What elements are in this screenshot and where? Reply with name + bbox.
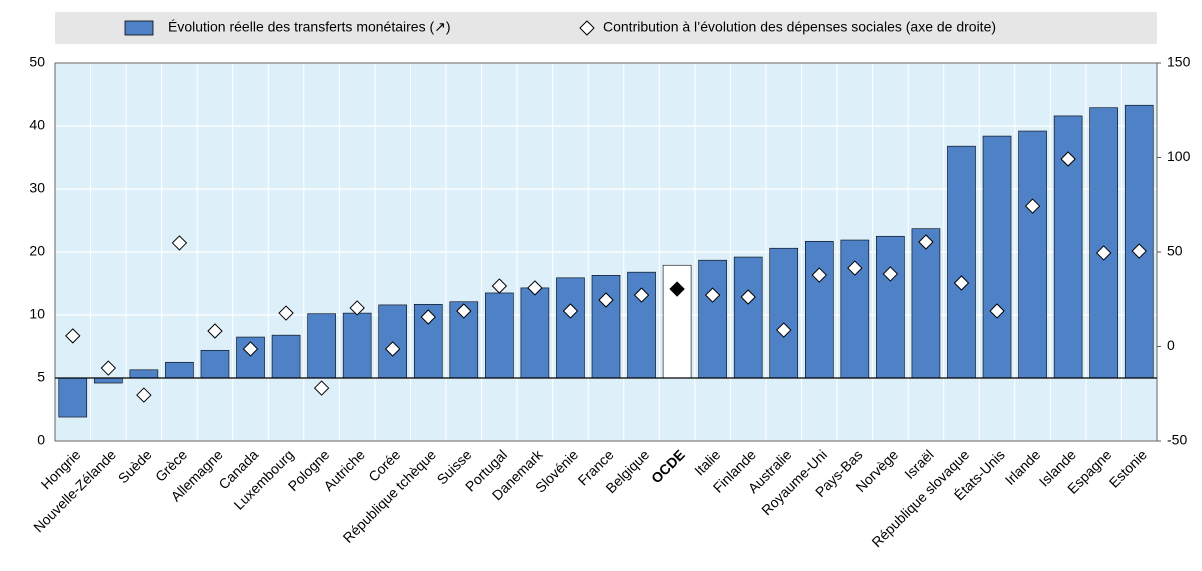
- diamond: [207, 323, 223, 339]
- bar: [698, 259, 727, 379]
- diamond: [989, 303, 1005, 319]
- bar: [485, 292, 514, 379]
- bar: [307, 313, 336, 379]
- bar: [804, 240, 834, 379]
- diamond: [847, 260, 863, 276]
- legend-swatch: [124, 20, 154, 36]
- diamond: [1060, 151, 1076, 167]
- bar: [876, 235, 905, 379]
- bar: [769, 247, 799, 379]
- x-tick-label: Suède: [115, 446, 155, 486]
- diamond: [100, 360, 117, 376]
- x-tick-label: Estonie: [1106, 446, 1150, 490]
- legend-label: Évolution réelle des transferts monétair…: [168, 19, 451, 35]
- bar: [733, 256, 763, 379]
- y-tick-label: 20: [29, 243, 45, 259]
- y-tick-label: 30: [29, 180, 45, 196]
- legend-diamond: [579, 20, 595, 36]
- diamond: [456, 303, 472, 319]
- bar: [165, 361, 194, 379]
- x-tick-label: OCDE: [648, 446, 688, 486]
- bar: [911, 228, 941, 379]
- diamond: [669, 281, 685, 297]
- diamond: [349, 300, 365, 316]
- bar: [94, 377, 123, 384]
- diamond: [562, 303, 579, 319]
- y-tick-label: 10: [29, 306, 45, 322]
- bar: [58, 377, 88, 418]
- legend-background: [55, 12, 1157, 44]
- diamond: [953, 275, 970, 291]
- y2-tick-label: 150: [1167, 54, 1191, 70]
- y-tick-label: 50: [29, 54, 45, 70]
- diamond: [242, 341, 259, 357]
- diamond: [598, 292, 614, 308]
- x-tick-label: Italie: [691, 446, 723, 478]
- y2-tick-label: -50: [1167, 432, 1187, 448]
- diamond: [313, 380, 330, 396]
- y-tick-label: 40: [29, 117, 45, 133]
- legend-label: Contribution à l’évolution des dépenses …: [603, 19, 996, 35]
- diamond: [65, 328, 81, 344]
- bar: [342, 312, 372, 379]
- bar: [1089, 107, 1118, 379]
- diamond: [918, 234, 934, 250]
- y2-tick-label: 100: [1167, 148, 1191, 164]
- bar: [129, 369, 159, 379]
- diamond: [171, 235, 188, 251]
- y2-tick-label: 0: [1167, 337, 1175, 353]
- bar: [982, 135, 1012, 379]
- y-tick-label: 0: [37, 432, 45, 448]
- diamond: [491, 278, 508, 294]
- diamond: [136, 387, 152, 403]
- bar: [1018, 130, 1047, 379]
- diamond: [385, 341, 401, 357]
- y2-tick-label: 50: [1167, 243, 1183, 259]
- plot-border: [54, 62, 1158, 442]
- diamond: [278, 305, 294, 321]
- y-tick-label: 5: [37, 369, 45, 385]
- diamond: [740, 289, 756, 305]
- bar: [1124, 104, 1154, 379]
- bar: [271, 334, 301, 379]
- diamond: [633, 287, 650, 303]
- diamond: [811, 267, 827, 283]
- diamond: [704, 287, 721, 303]
- bar: [556, 277, 585, 379]
- diamond: [1131, 243, 1147, 259]
- diamond: [1024, 198, 1041, 214]
- diamond: [1095, 245, 1112, 261]
- diamond: [776, 322, 792, 338]
- bar: [591, 275, 621, 379]
- x-tick-label: Irlande: [1002, 446, 1044, 488]
- bar: [200, 349, 230, 379]
- diamond: [527, 280, 543, 296]
- bar: [947, 145, 976, 379]
- bar: [520, 287, 550, 379]
- diamond: [420, 309, 436, 325]
- diamond: [882, 266, 899, 282]
